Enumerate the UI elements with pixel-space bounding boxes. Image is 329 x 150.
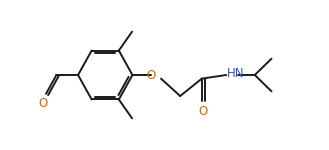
Text: HN: HN [227, 67, 244, 80]
Text: O: O [199, 105, 208, 118]
Text: O: O [38, 97, 47, 110]
Text: O: O [146, 69, 155, 81]
